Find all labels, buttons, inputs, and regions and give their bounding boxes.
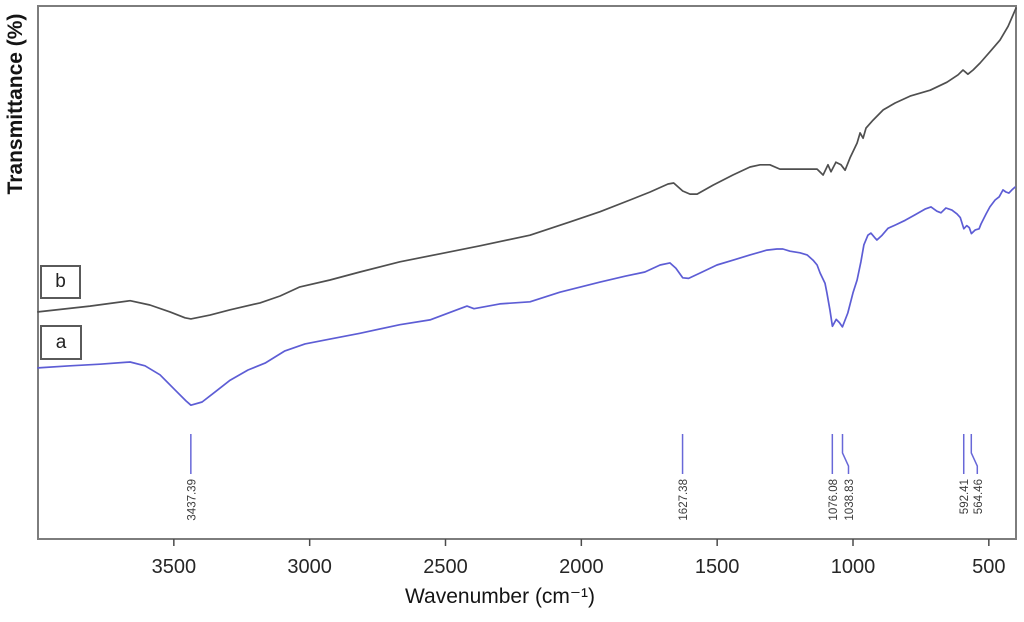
peak-label: 1076.08 bbox=[828, 479, 840, 521]
peak-label: 564.46 bbox=[973, 479, 985, 514]
x-axis-label: Wavenumber (cm⁻¹) bbox=[405, 585, 595, 608]
peak-label: 1627.38 bbox=[678, 479, 690, 521]
x-tick-label: 2500 bbox=[423, 556, 468, 578]
x-tick-label: 500 bbox=[972, 556, 1005, 578]
x-tick-label: 1000 bbox=[831, 556, 876, 578]
curve-label-a: a bbox=[55, 331, 67, 353]
peak-label: 592.41 bbox=[959, 479, 971, 514]
curve-label-box-a: a bbox=[40, 325, 82, 360]
peak-marker bbox=[970, 434, 979, 474]
x-tick-label: 2000 bbox=[559, 556, 604, 578]
curve-label-box-b: b bbox=[40, 265, 81, 299]
spectrum-curve-a bbox=[37, 186, 1016, 407]
x-tick-label: 1500 bbox=[695, 556, 740, 578]
curve-label-b: b bbox=[55, 271, 66, 292]
x-tick-label: 3000 bbox=[287, 556, 332, 578]
y-axis-label: Transmittance (%) bbox=[4, 13, 27, 195]
peak-label: 3437.39 bbox=[186, 479, 198, 521]
spectrum-curve-b bbox=[37, 7, 1017, 320]
peak-label: 1038.83 bbox=[844, 479, 856, 521]
peak-marker bbox=[841, 434, 850, 474]
plot-border bbox=[37, 5, 1017, 540]
x-tick-label: 3500 bbox=[152, 556, 197, 578]
